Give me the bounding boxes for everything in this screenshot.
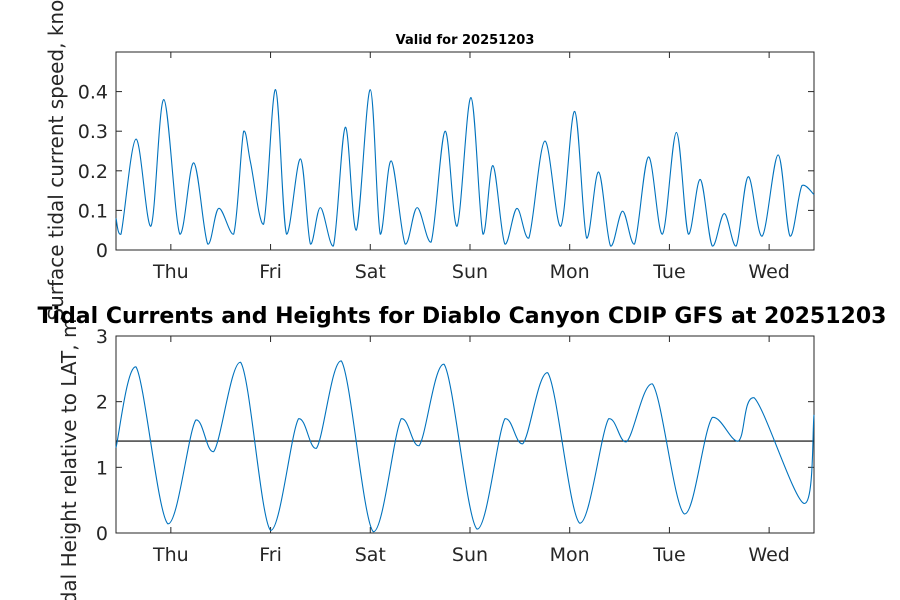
ytick-label: 0 bbox=[96, 523, 108, 545]
tidal-height-axes-box bbox=[115, 335, 815, 534]
current-speed-panel: 0 0.1 0.2 0.3 0.4 Thu Fri Sat Sun Mon Tue Wed Valid… bbox=[44, 0, 815, 321]
ytick-label: 0.4 bbox=[78, 82, 108, 104]
xtick-label: Wed bbox=[748, 544, 789, 566]
ytick-label: 0.2 bbox=[78, 161, 108, 183]
xtick-label: Fri bbox=[259, 261, 282, 283]
ytick-label: 0.1 bbox=[78, 200, 108, 222]
xtick-label: Sat bbox=[355, 544, 386, 566]
xtick-label: Sun bbox=[452, 544, 488, 566]
ytick-label: 3 bbox=[96, 326, 108, 348]
xtick-label: Mon bbox=[550, 261, 590, 283]
tidal-height-tick-labels: 0 1 2 3 Thu Fri Sat Sun Mon Tue Wed bbox=[96, 326, 790, 566]
ytick-label: 0 bbox=[96, 240, 108, 262]
xtick-label: Mon bbox=[550, 544, 590, 566]
ytick-label: 0.3 bbox=[78, 121, 108, 143]
xtick-label: Thu bbox=[152, 261, 189, 283]
current-speed-series-line bbox=[115, 89, 815, 247]
tidal-height-ylabel: Tidal Height relative to LAT, m bbox=[57, 319, 81, 600]
xtick-label: Tue bbox=[652, 544, 685, 566]
current-speed-ticks bbox=[116, 52, 814, 251]
xtick-label: Sun bbox=[452, 261, 488, 283]
ytick-label: 2 bbox=[96, 392, 108, 414]
xtick-label: Thu bbox=[152, 544, 189, 566]
xtick-label: Tue bbox=[652, 261, 685, 283]
current-speed-tick-labels: 0 0.1 0.2 0.3 0.4 Thu Fri Sat Sun Mon Tue Wed bbox=[78, 82, 790, 283]
current-speed-title: Valid for 20251203 bbox=[396, 33, 535, 48]
tidal-height-panel: 0 1 2 3 Thu Fri Sat Sun Mon Tue Wed Tidal Height r… bbox=[57, 319, 815, 600]
ytick-label: 1 bbox=[96, 457, 108, 479]
tidal-height-ticks bbox=[116, 335, 814, 534]
tidal-height-series-line bbox=[115, 360, 815, 533]
current-speed-ylabel: Surface tidal current speed, knots bbox=[44, 0, 68, 321]
xtick-label: Fri bbox=[259, 544, 282, 566]
xtick-label: Sat bbox=[355, 261, 386, 283]
main-chart-title: Tidal Currents and Heights for Diablo Ca… bbox=[38, 304, 887, 329]
xtick-label: Wed bbox=[748, 261, 789, 283]
